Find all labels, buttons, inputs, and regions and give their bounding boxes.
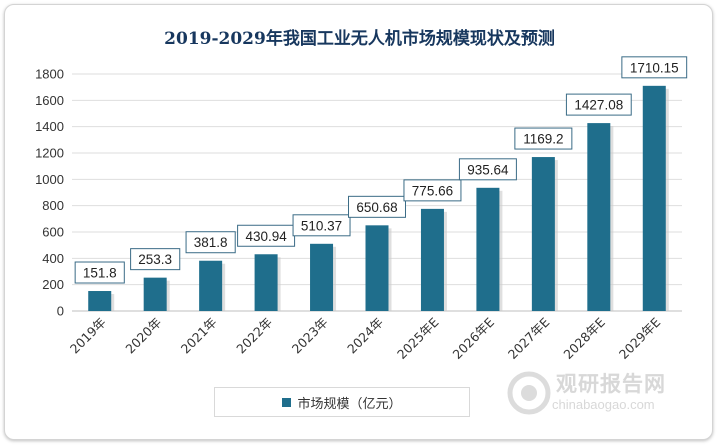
bar — [143, 277, 167, 311]
data-label-box — [348, 195, 406, 218]
bar — [310, 243, 334, 311]
y-tick-label: 0 — [57, 304, 64, 319]
y-tick-label: 800 — [42, 198, 64, 213]
y-tick-label: 1400 — [35, 119, 64, 134]
data-label: 650.68 — [356, 200, 397, 215]
y-tick-label: 1200 — [35, 146, 64, 161]
legend-label: 市场规模（亿元） — [297, 395, 402, 411]
x-tick-label: 2028年E — [560, 314, 608, 362]
bar — [88, 291, 112, 311]
data-label-box — [292, 214, 351, 237]
bar — [199, 260, 223, 311]
x-tick-label: 2021年 — [178, 315, 220, 357]
y-tick-label: 400 — [42, 251, 64, 266]
x-tick-label: 2019年 — [67, 315, 109, 357]
data-label-box — [403, 179, 462, 202]
x-tick-label: 2020年 — [122, 315, 164, 357]
data-label: 253.3 — [138, 252, 172, 267]
y-tick-label: 200 — [42, 277, 64, 292]
data-label: 381.8 — [194, 235, 228, 250]
y-tick-label: 1800 — [35, 67, 64, 82]
data-label-box — [514, 127, 573, 150]
data-label-box — [458, 158, 517, 181]
watermark-text: 观研报告网 — [556, 373, 666, 396]
bar — [254, 254, 278, 311]
watermark: 观研报告网 chinabaogao.com — [500, 366, 700, 426]
chart-title: 2019-2029年我国工业无人机市场规模现状及预测 — [164, 29, 555, 49]
data-label: 1169.2 — [523, 132, 563, 147]
watermark-url: chinabaogao.com — [552, 397, 655, 412]
x-tick-label: 2022年 — [233, 315, 275, 357]
data-label: 151.8 — [83, 266, 117, 281]
y-tick-label: 600 — [42, 225, 64, 240]
watermark-logo-icon — [507, 371, 551, 415]
y-tick-label: 1600 — [35, 93, 64, 108]
data-label-box — [185, 231, 236, 254]
data-label: 510.37 — [301, 218, 342, 233]
data-label: 430.94 — [245, 229, 287, 244]
x-tick-label: 2029年E — [616, 314, 664, 362]
data-label-box — [130, 248, 181, 271]
x-tick-label: 2025年E — [394, 314, 442, 362]
x-tick-label: 2023年 — [289, 315, 331, 357]
bar — [476, 187, 500, 311]
y-tick-label: 1000 — [35, 172, 64, 187]
bar — [642, 85, 666, 311]
x-tick-label: 2026年E — [449, 314, 497, 362]
bar — [365, 225, 389, 311]
x-tick-label: 2027年E — [505, 314, 553, 362]
data-label: 1710.15 — [630, 60, 679, 75]
data-label: 935.64 — [467, 162, 509, 177]
data-label-box — [74, 261, 125, 284]
data-label-box — [565, 93, 632, 116]
bar — [420, 208, 444, 311]
data-label: 775.66 — [412, 183, 453, 198]
legend: 市场规模（亿元） — [214, 387, 470, 417]
data-label: 1427.08 — [574, 98, 623, 113]
data-label-box — [621, 56, 688, 79]
bar — [587, 123, 611, 311]
x-tick-label: 2024年 — [344, 315, 386, 357]
legend-swatch — [282, 397, 292, 407]
bar — [531, 157, 555, 311]
